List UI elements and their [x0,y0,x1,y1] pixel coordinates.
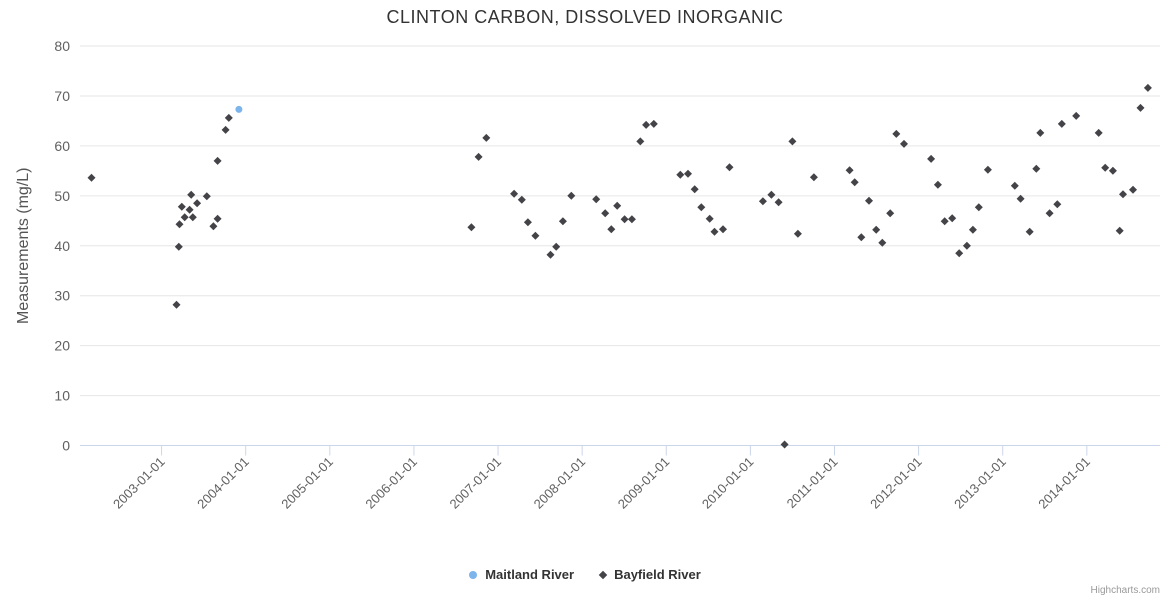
svg-text:30: 30 [54,288,70,304]
legend-item-bayfield-river[interactable]: Bayfield River [598,567,701,582]
svg-text:2004-01-01: 2004-01-01 [194,454,252,512]
svg-text:2009-01-01: 2009-01-01 [615,454,673,512]
maitland-river-marker-icon [469,570,478,579]
svg-text:2005-01-01: 2005-01-01 [278,454,336,512]
legend-item-maitland-river[interactable]: Maitland River [469,567,574,582]
svg-text:2013-01-01: 2013-01-01 [951,454,1009,512]
bayfield-river-marker-icon [598,570,608,579]
svg-text:70: 70 [54,88,70,104]
svg-text:2006-01-01: 2006-01-01 [362,454,420,512]
legend: Maitland River Bayfield River [0,567,1170,582]
plot-svg[interactable]: 80 70 60 50 40 30 20 10 0 2003-01-01 2004-01-01 200… [0,0,1170,545]
legend-label-maitland-river: Maitland River [485,567,575,582]
chart-title: CLINTON CARBON, DISSOLVED INORGANIC [386,7,784,27]
svg-text:2014-01-01: 2014-01-01 [1035,454,1093,512]
svg-text:40: 40 [54,238,70,254]
y-axis-title: Measurements (mg/L) [15,167,32,325]
svg-text:2011-01-01: 2011-01-01 [784,454,841,511]
svg-text:2010-01-01: 2010-01-01 [699,454,757,512]
svg-text:2003-01-01: 2003-01-01 [110,454,168,512]
svg-text:10: 10 [54,388,70,404]
svg-text:60: 60 [54,138,70,154]
highcharts-credits-link[interactable]: Highcharts.com [1090,585,1160,596]
svg-text:2012-01-01: 2012-01-01 [867,454,925,512]
svg-text:0: 0 [62,438,70,454]
svg-text:2008-01-01: 2008-01-01 [531,454,589,512]
svg-text:2007-01-01: 2007-01-01 [447,454,505,512]
legend-label-bayfield-river: Bayfield River [614,567,701,582]
svg-text:80: 80 [54,38,70,54]
svg-text:50: 50 [54,188,70,204]
svg-text:20: 20 [54,338,70,354]
